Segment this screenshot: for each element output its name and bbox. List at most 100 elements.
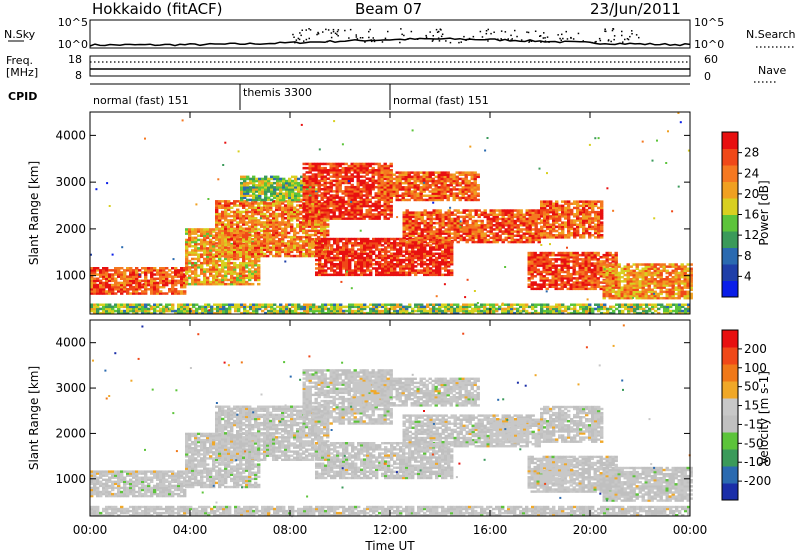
heatmap-cell [396,274,399,277]
heatmap-cell [342,211,345,214]
heatmap-cell [345,186,348,189]
heatmap-cell [251,242,254,245]
heatmap-cell [245,221,248,224]
heatmap-cell [378,310,381,313]
nsearch-dot [599,38,601,40]
nsearch-dot [401,34,403,36]
heatmap-cell [348,274,351,277]
heatmap-cell [135,267,138,270]
heatmap-cell [363,304,366,307]
heatmap-cell [339,257,342,260]
heatmap-cell [324,257,327,260]
heatmap-cell [225,304,228,307]
heatmap-cell [345,238,348,241]
heatmap-cell [468,180,471,183]
heatmap-cell [432,171,435,174]
heatmap-cell [165,271,168,274]
heatmap-cell [369,269,372,272]
heatmap-cell [299,217,302,220]
heatmap-cell [447,261,450,264]
heatmap-cell [324,201,327,204]
heatmap-cell [227,279,230,282]
nsearch-dot [604,29,606,31]
nsearch-dot [540,41,542,43]
heatmap-cell [474,171,477,174]
heatmap-cell [257,236,260,239]
heatmap-cell [242,215,245,218]
heatmap-cell [111,273,114,276]
nsearch-dot [450,42,452,44]
heatmap-cell [303,215,306,218]
heatmap-cell [257,283,260,286]
heatmap-cell [387,171,390,174]
heatmap-cell [372,263,375,266]
heatmap-cell [393,174,396,177]
heatmap-cell [108,269,111,272]
heatmap-cell [420,269,423,272]
heatmap-cell [456,188,459,191]
heatmap-cell [248,249,251,252]
heatmap-cell [378,304,381,307]
heatmap-cell [266,202,269,205]
heatmap-cell [454,214,457,217]
heatmap-cell [197,275,200,278]
heatmap-cell [651,304,654,307]
heatmap-cell [339,304,342,307]
heatmap-cell [543,304,546,307]
heatmap-cell [426,199,429,202]
heatmap-cell [516,304,519,307]
heatmap-cell [197,243,200,246]
heatmap-cell [612,306,615,309]
heatmap-cell [522,304,525,307]
nsearch-dot [309,38,311,40]
heatmap-cell [576,310,579,313]
heatmap-cell [168,269,171,272]
heatmap-cell [246,306,249,309]
heatmap-cell [513,304,516,307]
heatmap-cell [269,230,272,233]
heatmap-cell [525,310,528,313]
nsearch-dot [403,35,405,37]
heatmap-cell [405,271,408,274]
heatmap-cell [225,308,228,311]
nsearch-dot [316,34,318,36]
heatmap-cell [183,304,186,307]
nsearch-dot [426,37,428,39]
heatmap-cell [243,304,246,307]
heatmap-cell [414,304,417,307]
heatmap-cell [363,274,366,277]
nsearch-dot [486,33,488,35]
heatmap-cell [249,304,252,307]
heatmap-cell [372,250,375,253]
heatmap-cell [330,163,333,166]
heatmap-cell [360,180,363,183]
heatmap-cell [378,274,381,277]
heatmap-cell [348,238,351,241]
heatmap-cell [441,274,444,277]
heatmap-cell [255,184,258,187]
heatmap-cell [402,265,405,268]
heatmap-cell [333,263,336,266]
heatmap-cell [423,171,426,174]
heatmap-cell [224,262,227,265]
heatmap-cell [321,167,324,170]
heatmap-cell [456,192,459,195]
heatmap-cell [438,171,441,174]
heatmap-cell [180,304,183,307]
heatmap-cell [336,263,339,266]
heatmap-cell [285,180,288,183]
heatmap-cell [230,215,233,218]
heatmap-cell [339,180,342,183]
heatmap-cell [240,304,243,307]
nsearch-dot [432,39,434,41]
heatmap-cell [147,280,150,283]
heatmap-cell [528,306,531,309]
nsearch-dot [627,38,629,40]
heatmap-cell [459,178,462,181]
nsearch-dot [407,38,409,40]
heatmap-cell [381,304,384,307]
heatmap-cell [465,197,468,200]
heatmap-cell [426,304,429,307]
heatmap-cell [336,274,339,277]
